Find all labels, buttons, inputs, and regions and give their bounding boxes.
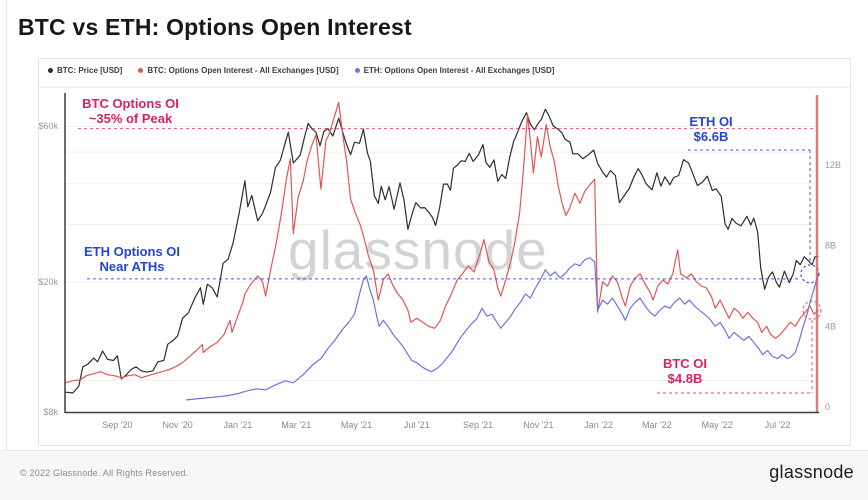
copyright-text: © 2022 Glassnode. All Rights Reserved. [20,468,189,478]
svg-text:May '21: May '21 [341,420,372,430]
svg-text:Nov '21: Nov '21 [523,420,553,430]
chart-legend: BTC: Price [USD] BTC: Options Open Inter… [48,66,554,75]
svg-text:$60k: $60k [38,121,58,131]
svg-text:$20k: $20k [38,277,58,287]
svg-text:Jul '22: Jul '22 [765,420,791,430]
annotation-text: Near ATHs [99,259,165,274]
glassnode-watermark: glassnode [288,219,548,281]
series-dot-icon [354,68,360,73]
svg-text:8B: 8B [825,241,836,251]
annotation-text: $4.8B [667,371,703,386]
series-dot-icon [138,68,144,73]
legend-label: BTC: Price [USD] [57,66,123,75]
legend-label: BTC: Options Open Interest - All Exchang… [147,66,339,75]
svg-text:Jul '21: Jul '21 [404,420,430,430]
annotation-text: ETH OI [689,114,733,129]
svg-text:May '22: May '22 [702,420,733,430]
legend-item-eth-oi[interactable]: ETH: Options Open Interest - All Exchang… [354,66,555,75]
svg-text:4B: 4B [825,321,836,331]
annotation-text: BTC OI [662,356,708,371]
svg-text:0: 0 [825,402,830,412]
page-title: BTC vs ETH: Options Open Interest [18,14,412,40]
svg-text:Sep '20: Sep '20 [102,420,132,430]
legend-item-btc-oi[interactable]: BTC: Options Open Interest - All Exchang… [138,66,339,75]
annotation-text: BTC Options OI [82,96,179,111]
svg-text:Jan '21: Jan '21 [224,420,253,430]
glassnode-logo: glassnode [769,462,854,482]
page-footer: © 2022 Glassnode. All Rights Reserved. g… [0,450,868,500]
annotation-btc-oi-current: BTC OI $4.8B [635,356,735,386]
chart-canvas[interactable]: Sep '20 Nov '20 Jan '21 Mar '21 May '21 Jul '… [0,0,868,460]
legend-item-btc-price[interactable]: BTC: Price [USD] [48,66,122,75]
svg-text:Sep '21: Sep '21 [463,420,493,430]
chart-card [38,58,851,446]
annotation-text: $6.6B [693,129,729,144]
annotation-text: ~35% of Peak [88,111,173,126]
svg-text:Mar '22: Mar '22 [642,420,672,430]
annotation-text: ETH Options OI [83,244,181,259]
svg-text:Jan '22: Jan '22 [584,420,613,430]
series-dot-icon [48,68,53,73]
svg-text:$8k: $8k [43,407,58,417]
annotation-eth-oi-ath: ETH Options OI Near ATHs [48,244,216,274]
page-edge-divider [6,0,7,450]
svg-text:12B: 12B [825,160,841,170]
svg-text:Nov '20: Nov '20 [163,420,193,430]
legend-label: ETH: Options Open Interest - All Exchang… [363,66,555,75]
svg-text:Mar '21: Mar '21 [281,420,311,430]
annotation-eth-oi-current: ETH OI $6.6B [661,114,761,144]
annotation-btc-oi-peak: BTC Options OI ~35% of Peak [48,96,213,126]
